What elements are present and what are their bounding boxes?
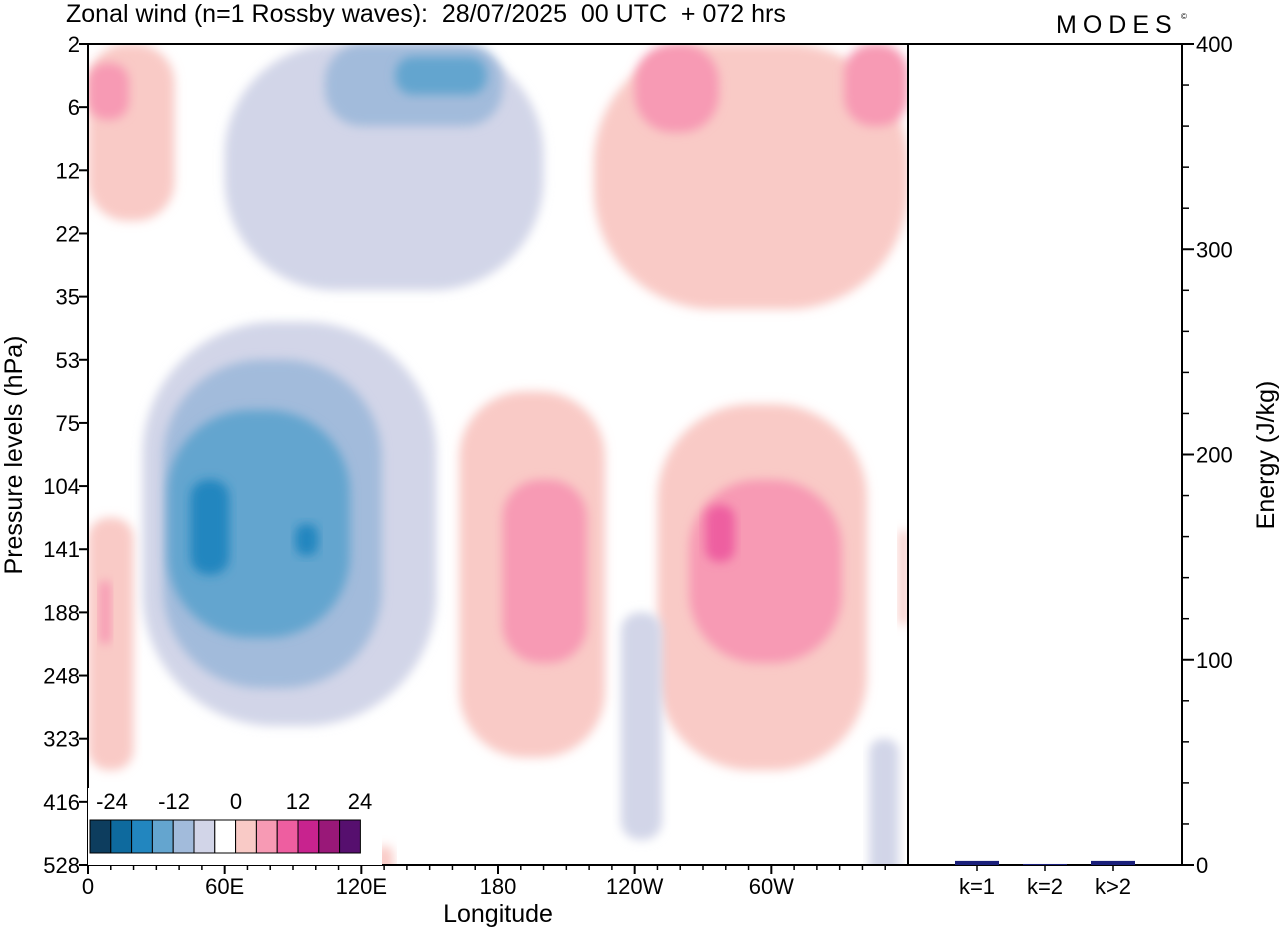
energy-category-label: k=2: [1027, 874, 1063, 899]
y-tick-label: 323: [43, 727, 80, 752]
y-tick-label: 75: [56, 411, 80, 436]
contour-left-positive-tail: [88, 517, 134, 771]
contour-field: [88, 44, 908, 865]
contour-upper-right-positive-mid-b: [844, 44, 908, 127]
energy-bars: k=1 k=2 k>2: [955, 860, 1135, 899]
chart-title: Zonal wind (n=1 Rossby waves): 28/07/202…: [66, 0, 786, 28]
contour-right-positive-core: [705, 505, 735, 562]
contour-upper-right-positive-mid-a: [634, 44, 719, 133]
y-axis-label: Pressure levels (hPa): [0, 336, 28, 575]
x-tick-label: 60E: [205, 874, 244, 899]
contour-lower-negative-core-a: [190, 479, 230, 575]
y-tick-label: 35: [56, 285, 80, 310]
colorbar-swatch: [255, 819, 278, 854]
y-tick-label: 2: [68, 32, 80, 57]
colorbar-swatch: [110, 819, 133, 854]
contour-mid-positive-inner: [502, 479, 587, 663]
y-tick-label: 188: [43, 600, 80, 625]
contour-left-positive-tail-core: [99, 580, 111, 644]
colorbar-swatch: [89, 819, 112, 854]
energy-category-label: k=1: [959, 874, 995, 899]
y-tick-label: 6: [68, 95, 80, 120]
contour-lower-negative-3: [167, 410, 350, 638]
contour-right-edge-positive: [898, 530, 908, 626]
y-tick-label: 416: [43, 790, 80, 815]
colorbar-swatch: [131, 819, 153, 854]
colorbar-swatch: [193, 819, 216, 854]
y-tick-label: 104: [43, 474, 80, 499]
energy-tick-label: 100: [1196, 648, 1233, 673]
y-tick-label: 528: [43, 853, 80, 878]
energy-tick-label: 400: [1196, 32, 1233, 57]
colorbar-swatch: [339, 819, 361, 854]
energy-axis: 0 100 200 300 400: [1182, 32, 1233, 878]
energy-tick-label: 0: [1196, 853, 1208, 878]
x-tick-label: 60W: [749, 874, 794, 899]
colorbar-swatch: [318, 819, 341, 854]
x-axis: 0 60E 120E 180 120W 60W: [82, 865, 886, 899]
colorbar-swatch: [297, 819, 320, 854]
energy-category-label: k>2: [1095, 874, 1131, 899]
contour-lower-negative-core-b: [295, 523, 319, 556]
x-tick-label: 120W: [606, 874, 664, 899]
energy-bar-k=1: [955, 860, 999, 865]
y-tick-label: 53: [56, 348, 80, 373]
y-tick-label: 22: [56, 221, 80, 246]
energy-tick-label: 200: [1196, 443, 1233, 468]
contour-upper-left-positive-core: [88, 62, 129, 120]
x-tick-label: 0: [82, 874, 94, 899]
energy-bar-k>2: [1091, 860, 1135, 865]
colorbar-label: 0: [230, 789, 242, 814]
contour-upper-negative-core: [395, 56, 487, 95]
colorbar-label: 24: [348, 789, 372, 814]
x-tick-label: 120E: [336, 874, 387, 899]
energy-tick-label: 300: [1196, 237, 1233, 262]
colorbar-swatch: [235, 819, 257, 854]
energy-bar-k=2: [1023, 863, 1067, 865]
colorbar-swatch: [172, 819, 195, 854]
energy-axis-label: Energy (J/kg): [1252, 381, 1280, 530]
colorbar: -24 -12 0 12 24: [88, 788, 382, 865]
y-tick-label: 12: [56, 158, 80, 183]
colorbar-label: -12: [158, 789, 190, 814]
contour-lower-negative-strip-b: [869, 738, 899, 865]
brand-copyright: ©: [1181, 12, 1187, 21]
colorbar-swatch: [214, 819, 237, 854]
colorbar-label: 12: [286, 789, 310, 814]
colorbar-swatch: [276, 819, 299, 854]
x-tick-label: 180: [480, 874, 517, 899]
contour-lower-negative-strip-a: [621, 612, 662, 840]
colorbar-swatch: [151, 819, 174, 854]
energy-panel-frame: [907, 43, 1183, 866]
brand-logo: MODES: [1056, 11, 1178, 39]
x-axis-label: Longitude: [443, 900, 553, 928]
y-axis: 2 6 12 22 35 53 75 104 141 188 248 323 416 528: [43, 32, 88, 878]
y-tick-label: 248: [43, 664, 80, 689]
y-tick-label: 141: [43, 537, 80, 562]
colorbar-label: -24: [96, 789, 128, 814]
